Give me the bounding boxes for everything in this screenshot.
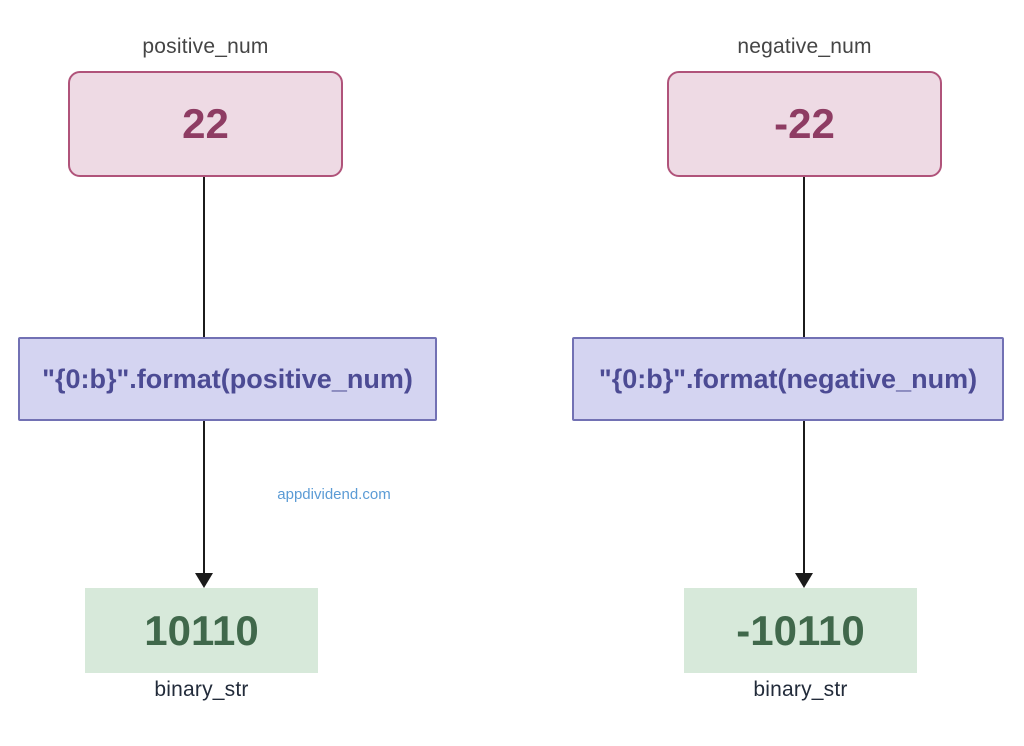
connector-line-positive-top	[203, 177, 205, 337]
negative-num-label: negative_num	[737, 35, 872, 58]
arrow-down-icon	[795, 573, 813, 588]
negative-result-box: -10110	[684, 588, 917, 673]
negative-num-value: -22	[774, 100, 835, 147]
positive-result-box: 10110	[85, 588, 318, 673]
connector-line-negative-top	[803, 177, 805, 337]
positive-format-code-box: "{0:b}".format(positive_num)	[18, 337, 437, 421]
negative-result-label: binary_str	[753, 678, 848, 701]
arrow-down-icon	[195, 573, 213, 588]
positive-num-value-box: 22	[68, 71, 343, 177]
watermark-link[interactable]: appdividend.com	[277, 486, 391, 503]
negative-result-value: -10110	[736, 606, 865, 654]
connector-line-positive-bottom	[203, 421, 205, 576]
positive-format-code: "{0:b}".format(positive_num)	[42, 363, 413, 394]
positive-result-value: 10110	[144, 606, 259, 654]
negative-format-code: "{0:b}".format(negative_num)	[598, 363, 978, 394]
positive-result-label: binary_str	[154, 678, 249, 701]
positive-num-label: positive_num	[142, 35, 269, 58]
negative-num-value-box: -22	[667, 71, 942, 177]
positive-num-value: 22	[182, 100, 229, 147]
connector-line-negative-bottom	[803, 421, 805, 576]
negative-format-code-box: "{0:b}".format(negative_num)	[572, 337, 1004, 421]
